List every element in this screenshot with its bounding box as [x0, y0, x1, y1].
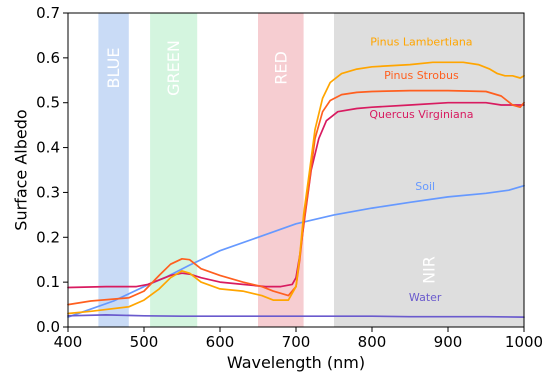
band-blue — [98, 13, 129, 327]
band-label-blue: BLUE — [104, 48, 123, 89]
band-label-nir: NIR — [420, 256, 439, 284]
x-tick-label: 600 — [206, 333, 235, 351]
x-tick-label: 900 — [434, 333, 463, 351]
y-tick-label: 0.7 — [36, 4, 60, 22]
x-tick-label: 500 — [130, 333, 159, 351]
series-label-water: Water — [409, 291, 442, 304]
series-line-water — [67, 314, 525, 318]
x-axis-label: Wavelength (nm) — [227, 353, 365, 372]
series-line-pinus-lambertiana — [67, 61, 525, 315]
spectral-bands: BLUE GREEN RED NIR — [98, 13, 524, 327]
y-tick-label: 0.4 — [36, 139, 60, 157]
x-tick-label: 1000 — [505, 333, 543, 351]
band-nir — [334, 13, 524, 327]
y-tick-label: 0.5 — [36, 94, 60, 112]
band-label-red: RED — [271, 51, 290, 85]
x-tick-label: 400 — [54, 333, 83, 351]
y-tick-label: 0.0 — [36, 318, 60, 336]
y-axis-ticks: 0.0 0.1 0.2 0.3 0.4 0.5 0.6 0.7 — [36, 4, 68, 336]
y-tick-label: 0.1 — [36, 273, 60, 291]
y-tick-label: 0.2 — [36, 228, 60, 246]
x-tick-label: 800 — [358, 333, 387, 351]
band-label-green: GREEN — [164, 40, 183, 96]
y-tick-label: 0.3 — [36, 183, 60, 201]
series-label-soil: Soil — [415, 180, 435, 193]
series-labels: Pinus Lambertiana Pinus Strobus Quercus Vi… — [369, 36, 473, 304]
series-label-quercus-virginiana: Quercus Virginiana — [369, 108, 473, 121]
x-axis-ticks: 400 500 600 700 800 900 1000 — [54, 327, 543, 351]
series-lines — [67, 61, 525, 318]
series-label-pinus-lambertiana: Pinus Lambertiana — [370, 36, 472, 49]
series-label-pinus-strobus: Pinus Strobus — [384, 69, 459, 82]
y-tick-label: 0.6 — [36, 49, 60, 67]
x-tick-label: 700 — [282, 333, 311, 351]
y-axis-label: Surface Albedo — [12, 109, 31, 230]
series-line-quercus-virginiana — [67, 101, 525, 289]
series-line-soil — [67, 184, 525, 318]
